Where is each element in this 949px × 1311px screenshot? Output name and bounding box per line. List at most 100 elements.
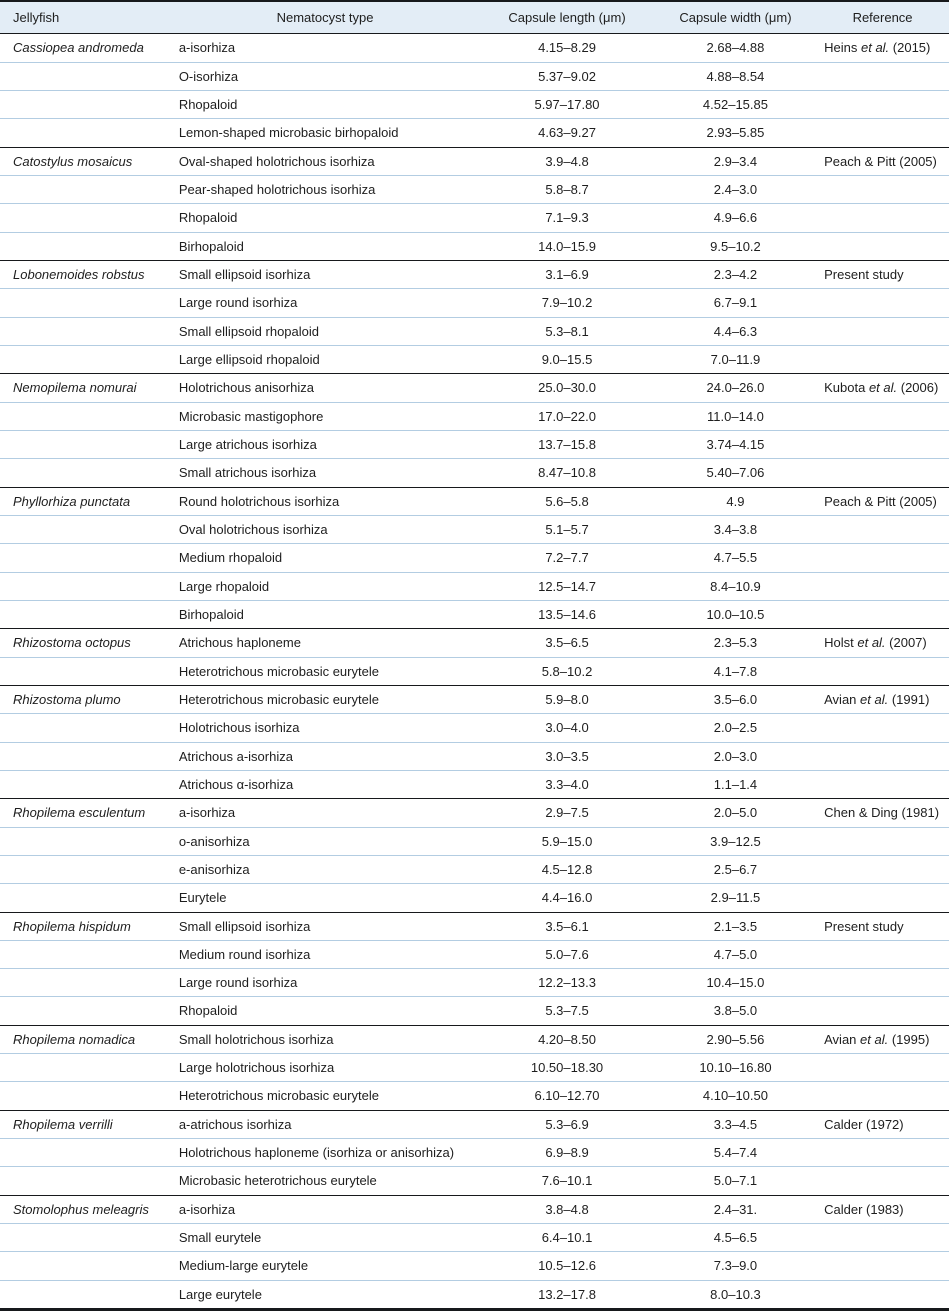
nematocyst-type-cell: Round holotrichous isorhiza <box>170 487 480 516</box>
jellyfish-cell: Rhizostoma octopus <box>0 628 171 658</box>
jellyfish-cell <box>0 402 171 431</box>
nematocyst-type-cell: Large round isorhiza <box>170 968 480 998</box>
table-row: Rhopilema verrilli a-atrichous isorhiza 5.… <box>0 1110 949 1140</box>
reference-cell: Holst et al. (2007) <box>816 628 949 658</box>
table-row: Microbasic mastigophore 17.0–22.0 11.0–14.… <box>0 402 949 431</box>
jellyfish-cell <box>0 855 171 885</box>
jellyfish-cell <box>0 1280 171 1311</box>
table-row: O-isorhiza 5.37–9.02 4.88–8.54 <box>0 62 949 91</box>
reference-cell <box>816 118 949 148</box>
capsule-width-cell: 24.0–26.0 <box>654 373 817 403</box>
jellyfish-cell: Cassiopea andromeda <box>0 33 171 63</box>
column-header-jellyfish: Jellyfish <box>0 1 171 35</box>
column-header-capsule-length: Capsule length (μm) <box>479 1 655 35</box>
nematocyst-type-cell: Small ellipsoid rhopaloid <box>170 317 480 346</box>
nematocyst-type-cell: Microbasic mastigophore <box>170 402 480 431</box>
capsule-length-cell: 3.1–6.9 <box>479 260 655 290</box>
table-row: Microbasic heterotrichous eurytele 7.6–10… <box>0 1166 949 1196</box>
nematocyst-type-cell: Large rhopaloid <box>170 572 480 601</box>
capsule-length-cell: 5.1–5.7 <box>479 515 655 545</box>
table-row: Atrichous α-isorhiza 3.3–4.0 1.1–1.4 <box>0 770 949 800</box>
reference-cell <box>816 1223 949 1253</box>
header-row: Jellyfish Nematocyst type Capsule length… <box>0 1 949 35</box>
capsule-length-cell: 6.9–8.9 <box>479 1138 655 1168</box>
column-header-nematocyst-type: Nematocyst type <box>170 1 480 35</box>
capsule-width-cell: 2.1–3.5 <box>654 912 817 941</box>
reference-cell <box>816 713 949 743</box>
capsule-length-cell: 12.5–14.7 <box>479 572 655 601</box>
table-header: Jellyfish Nematocyst type Capsule length… <box>0 1 949 35</box>
table-row: Heterotrichous microbasic eurytele 6.10–1… <box>0 1081 949 1111</box>
reference-cell: Peach & Pitt (2005) <box>816 487 949 516</box>
table-row: Medium rhopaloid 7.2–7.7 4.7–5.5 <box>0 543 949 573</box>
capsule-width-cell: 2.9–11.5 <box>654 883 817 913</box>
jellyfish-cell <box>0 827 171 856</box>
capsule-width-cell: 5.4–7.4 <box>654 1138 817 1168</box>
capsule-width-cell: 3.4–3.8 <box>654 515 817 545</box>
capsule-width-cell: 10.4–15.0 <box>654 968 817 998</box>
capsule-width-cell: 2.3–4.2 <box>654 260 817 290</box>
capsule-length-cell: 5.8–10.2 <box>479 657 655 686</box>
table-row: Eurytele 4.4–16.0 2.9–11.5 <box>0 883 949 913</box>
capsule-length-cell: 13.7–15.8 <box>479 430 655 460</box>
nematocyst-type-cell: Rhopaloid <box>170 90 480 120</box>
reference-cell <box>816 600 949 630</box>
jellyfish-cell <box>0 742 171 771</box>
table-row: e-anisorhiza 4.5–12.8 2.5–6.7 <box>0 855 949 885</box>
capsule-width-cell: 3.8–5.0 <box>654 996 817 1026</box>
capsule-width-cell: 4.7–5.0 <box>654 940 817 970</box>
jellyfish-cell: Rhizostoma plumo <box>0 685 171 715</box>
capsule-length-cell: 7.6–10.1 <box>479 1166 655 1196</box>
capsule-width-cell: 4.52–15.85 <box>654 90 817 120</box>
reference-cell <box>816 317 949 346</box>
jellyfish-cell <box>0 1081 171 1111</box>
table-row: Birhopaloid 13.5–14.6 10.0–10.5 <box>0 600 949 630</box>
table-row: Large atrichous isorhiza 13.7–15.8 3.74–4.… <box>0 430 949 460</box>
nematocyst-type-cell: Medium round isorhiza <box>170 940 480 970</box>
nematocyst-type-cell: Small holotrichous isorhiza <box>170 1025 480 1055</box>
nematocyst-type-cell: a-isorhiza <box>170 33 480 63</box>
capsule-length-cell: 4.20–8.50 <box>479 1025 655 1055</box>
jellyfish-cell <box>0 175 171 205</box>
reference-cell: Peach & Pitt (2005) <box>816 147 949 176</box>
capsule-length-cell: 5.8–8.7 <box>479 175 655 205</box>
capsule-width-cell: 3.9–12.5 <box>654 827 817 856</box>
jellyfish-cell: Rhopilema verrilli <box>0 1110 171 1140</box>
nematocyst-type-cell: Microbasic heterotrichous eurytele <box>170 1166 480 1196</box>
capsule-width-cell: 2.0–5.0 <box>654 798 817 828</box>
table-row: Large holotrichous isorhiza 10.50–18.30 10… <box>0 1053 949 1083</box>
reference-cell <box>816 90 949 120</box>
reference-cell <box>816 855 949 885</box>
capsule-width-cell: 5.0–7.1 <box>654 1166 817 1196</box>
nematocyst-type-cell: Small ellipsoid isorhiza <box>170 912 480 941</box>
reference-cell <box>816 968 949 998</box>
reference-cell <box>816 430 949 460</box>
capsule-width-cell: 11.0–14.0 <box>654 402 817 431</box>
capsule-width-cell: 10.0–10.5 <box>654 600 817 630</box>
nematocyst-type-cell: Birhopaloid <box>170 600 480 630</box>
capsule-length-cell: 5.3–6.9 <box>479 1110 655 1140</box>
capsule-width-cell: 9.5–10.2 <box>654 232 817 261</box>
capsule-width-cell: 2.9–3.4 <box>654 147 817 176</box>
capsule-width-cell: 3.3–4.5 <box>654 1110 817 1140</box>
capsule-length-cell: 3.3–4.0 <box>479 770 655 800</box>
nematocyst-type-cell: Large ellipsoid rhopaloid <box>170 345 480 375</box>
reference-cell: Avian et al. (1991) <box>816 685 949 715</box>
capsule-width-cell: 4.4–6.3 <box>654 317 817 346</box>
capsule-length-cell: 5.9–8.0 <box>479 685 655 715</box>
nematocyst-type-cell: Atrichous α-isorhiza <box>170 770 480 800</box>
reference-cell <box>816 175 949 205</box>
capsule-length-cell: 4.63–9.27 <box>479 118 655 148</box>
capsule-width-cell: 4.9 <box>654 487 817 516</box>
capsule-length-cell: 5.0–7.6 <box>479 940 655 970</box>
jellyfish-cell: Rhopilema esculentum <box>0 798 171 828</box>
table-row: o-anisorhiza 5.9–15.0 3.9–12.5 <box>0 827 949 856</box>
reference-cell <box>816 345 949 375</box>
nematocyst-type-cell: Eurytele <box>170 883 480 913</box>
reference-cell: Chen & Ding (1981) <box>816 798 949 828</box>
table-row: Holotrichous haploneme (isorhiza or anis… <box>0 1138 949 1168</box>
column-header-capsule-width: Capsule width (μm) <box>654 1 817 35</box>
nematocyst-type-cell: Rhopaloid <box>170 203 480 233</box>
nematocyst-type-cell: Oval-shaped holotrichous isorhiza <box>170 147 480 176</box>
table-row: Rhopaloid 5.3–7.5 3.8–5.0 <box>0 996 949 1026</box>
